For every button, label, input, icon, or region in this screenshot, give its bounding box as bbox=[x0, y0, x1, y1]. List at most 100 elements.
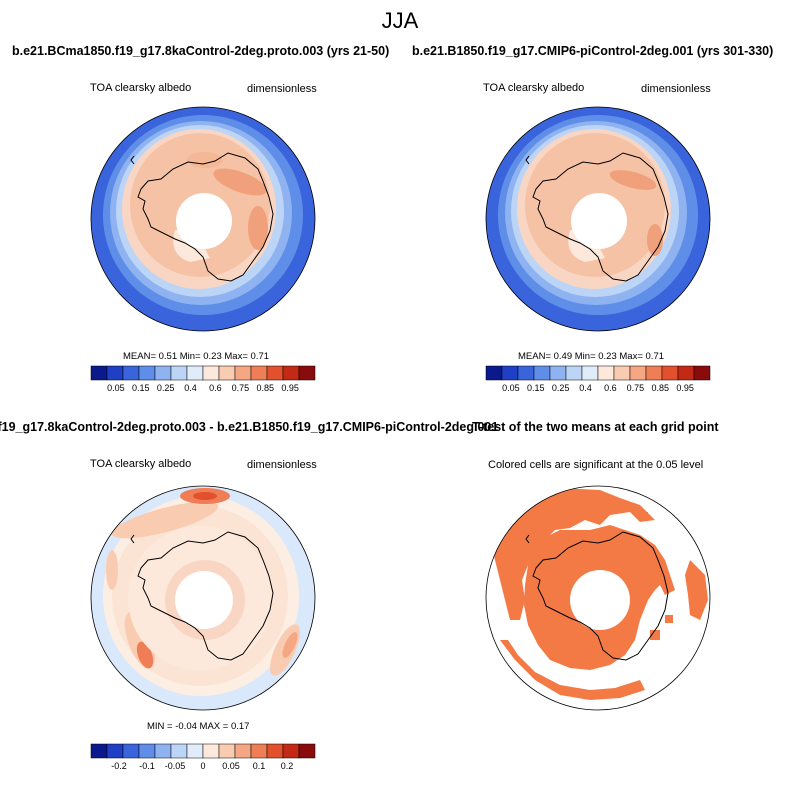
pole-hole bbox=[571, 193, 627, 249]
map-bottom-right bbox=[485, 485, 711, 711]
colorbar-swatch bbox=[234, 365, 252, 381]
high-albedo-south bbox=[248, 206, 268, 250]
var-label-top-left: TOA clearsky albedo bbox=[90, 82, 192, 94]
colorbar-tick-label: 0.6 bbox=[209, 383, 222, 393]
colorbar-swatch bbox=[693, 365, 711, 381]
map-border bbox=[485, 485, 711, 711]
map-border bbox=[90, 485, 316, 711]
colorbar-top-left: 0.05 0.15 0.25 0.4 0.6 0.75 0.85 0.95 bbox=[90, 365, 316, 393]
high-albedo-south bbox=[647, 224, 663, 256]
colorbar-tick-label: 0.6 bbox=[604, 383, 617, 393]
panel-title-bottom-left: .f19_g17.8kaControl-2deg.proto.003 - b.e… bbox=[0, 420, 499, 434]
high-albedo-east bbox=[213, 168, 267, 196]
colorbar-swatch bbox=[581, 365, 599, 381]
colorbar-tick-label: 0.15 bbox=[527, 383, 545, 393]
colorbar-swatch bbox=[298, 365, 316, 381]
significance-note: Colored cells are significant at the 0.0… bbox=[488, 459, 704, 471]
colorbar-swatch bbox=[677, 365, 695, 381]
colorbar-swatch bbox=[266, 365, 284, 381]
panel-title-bottom-right: T-test of the two means at each grid poi… bbox=[472, 420, 719, 434]
colorbar-swatch bbox=[661, 365, 679, 381]
map-bottom-left bbox=[90, 485, 316, 711]
coastline-island bbox=[130, 155, 135, 165]
units-top-left: dimensionless bbox=[247, 83, 317, 95]
high-albedo-east bbox=[609, 170, 657, 190]
colorbar-tick-label: 0.25 bbox=[552, 383, 570, 393]
colorbar-tick-label: -0.1 bbox=[139, 761, 155, 771]
figure-title: JJA bbox=[381, 8, 419, 33]
sig-outer-arc bbox=[490, 488, 655, 620]
colorbar-tick-label: 0.4 bbox=[579, 383, 592, 393]
sig-east-patch bbox=[685, 560, 708, 620]
colorbar-tick-label: 0.95 bbox=[281, 383, 299, 393]
colorbar-tick-label: 0.75 bbox=[232, 383, 250, 393]
colorbar-swatch bbox=[202, 365, 220, 381]
coastline-island bbox=[525, 534, 530, 544]
colorbar-swatch bbox=[122, 743, 140, 759]
colorbar-tick-label: 0 bbox=[200, 761, 205, 771]
colorbar-tick-label: 0.25 bbox=[157, 383, 175, 393]
colorbar-swatch bbox=[266, 743, 284, 759]
colorbar-tick-label: 0.05 bbox=[502, 383, 520, 393]
coastline-island bbox=[525, 155, 530, 165]
colorbar-swatch bbox=[170, 365, 188, 381]
colorbar-swatch bbox=[629, 365, 647, 381]
colorbar-swatch bbox=[138, 365, 156, 381]
sig-cell bbox=[665, 615, 673, 623]
colorbar-tick-label: 0.15 bbox=[132, 383, 150, 393]
pole-hole bbox=[175, 571, 233, 629]
colorbar-swatch bbox=[218, 365, 236, 381]
colorbar-swatch bbox=[186, 743, 204, 759]
stats-bottom-left: MIN = -0.04 MAX = 0.17 bbox=[147, 721, 250, 732]
colorbar-swatch bbox=[170, 743, 188, 759]
colorbar-swatch bbox=[106, 743, 124, 759]
map-border bbox=[90, 106, 316, 332]
colorbar-tick-label: 0.95 bbox=[676, 383, 694, 393]
colorbar-swatch bbox=[282, 365, 300, 381]
colorbar-swatch bbox=[501, 365, 519, 381]
colorbar-swatch bbox=[298, 743, 316, 759]
units-bottom-left: dimensionless bbox=[247, 459, 317, 471]
colorbar-swatch bbox=[282, 743, 300, 759]
colorbar-swatch bbox=[234, 743, 252, 759]
diff-band-northwest bbox=[106, 550, 118, 590]
sig-cell bbox=[650, 630, 660, 640]
colorbar-swatch bbox=[90, 365, 108, 381]
colorbar-swatch bbox=[565, 365, 583, 381]
colorbar-swatch bbox=[549, 365, 567, 381]
colorbar-tick-label: 0.85 bbox=[256, 383, 274, 393]
colorbar-swatch bbox=[122, 365, 140, 381]
stats-top-right: MEAN= 0.49 Min= 0.23 Max= 0.71 bbox=[518, 351, 665, 362]
colorbar-swatch bbox=[597, 365, 615, 381]
colorbar-swatch bbox=[106, 365, 124, 381]
colorbar-swatch bbox=[250, 365, 268, 381]
colorbar-swatch bbox=[517, 365, 535, 381]
sig-southern-arc bbox=[500, 640, 645, 700]
colorbar-swatch bbox=[202, 743, 220, 759]
high-albedo-north bbox=[187, 152, 223, 168]
colorbar-bottom-left: -0.2 -0.1 -0.05 0 0.05 0.1 0.2 bbox=[90, 743, 316, 771]
colorbar-tick-label: 0.1 bbox=[253, 761, 266, 771]
colorbar-swatch bbox=[154, 365, 172, 381]
map-top-left bbox=[90, 106, 316, 332]
colorbar-swatch bbox=[186, 365, 204, 381]
stats-top-left: MEAN= 0.51 Min= 0.23 Max= 0.71 bbox=[123, 351, 270, 362]
map-top-right bbox=[485, 106, 711, 332]
var-label-bottom-left: TOA clearsky albedo bbox=[90, 458, 192, 470]
colorbar-tick-label: 0.4 bbox=[184, 383, 197, 393]
colorbar-tick-label: -0.05 bbox=[165, 761, 186, 771]
coastline-island bbox=[130, 534, 135, 544]
panel-title-top-left: b.e21.BCma1850.f19_g17.8kaControl-2deg.p… bbox=[12, 44, 390, 58]
colorbar-tick-label: 0.75 bbox=[627, 383, 645, 393]
diff-max-east bbox=[282, 632, 298, 658]
diff-band-north bbox=[111, 501, 219, 539]
colorbar-tick-label: 0.2 bbox=[281, 761, 294, 771]
colorbar-swatch bbox=[138, 743, 156, 759]
var-label-top-right: TOA clearsky albedo bbox=[483, 82, 585, 94]
colorbar-tick-label: 0.85 bbox=[651, 383, 669, 393]
colorbar-swatch bbox=[218, 743, 236, 759]
colorbar-swatch bbox=[645, 365, 663, 381]
colorbar-swatch bbox=[154, 743, 172, 759]
diff-core-north bbox=[193, 492, 217, 500]
